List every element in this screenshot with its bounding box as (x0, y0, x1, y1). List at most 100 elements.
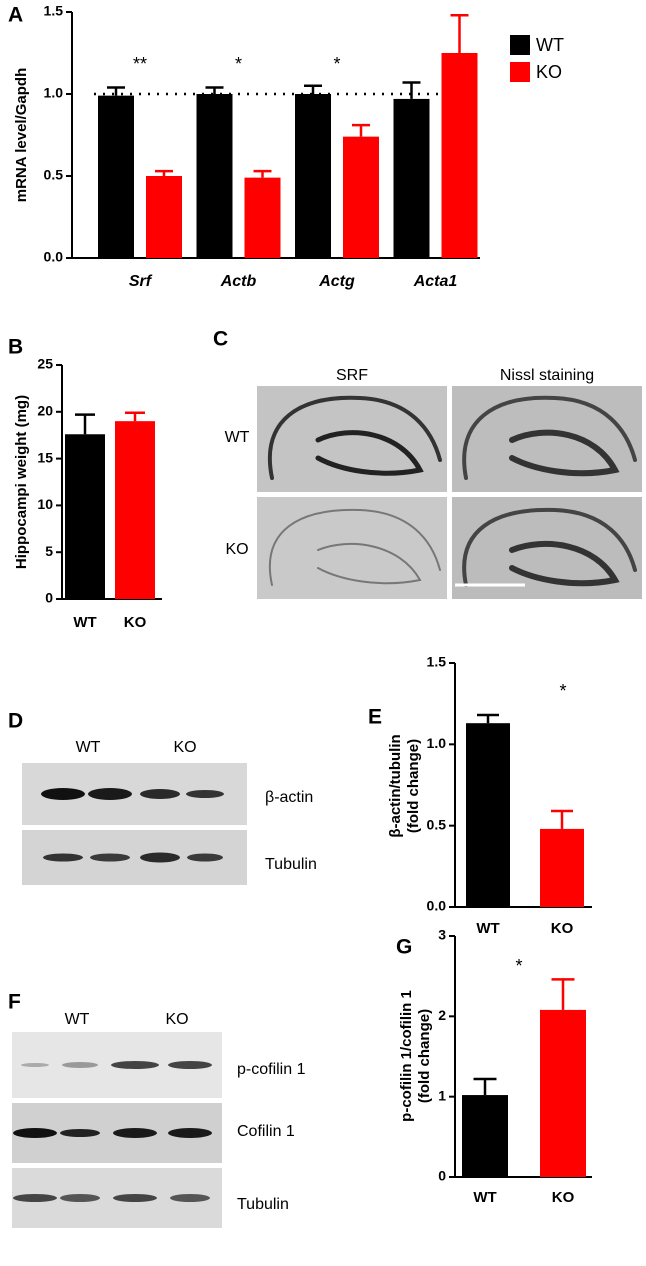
panel-letter: A (8, 4, 23, 27)
error-bar (450, 14, 469, 53)
bar (462, 1095, 508, 1177)
y-tick-label: 5 (45, 543, 53, 559)
error-bar (352, 123, 370, 137)
significance: ** (133, 54, 147, 74)
blot-band (168, 1061, 212, 1069)
y-axis-label: β-actin/tubulin (387, 734, 404, 837)
error-bar (125, 411, 145, 422)
blot-band (43, 853, 83, 862)
blot-band (170, 1194, 210, 1202)
error-bar (253, 169, 272, 178)
x-tick-label: WT (473, 1189, 496, 1206)
group-label: WT (76, 739, 101, 756)
x-tick-label: WT (476, 920, 499, 937)
blot-label: Tubulin (237, 1196, 289, 1213)
error-bar (473, 1077, 497, 1096)
group-label: KO (165, 1011, 188, 1028)
blot-band (13, 1194, 57, 1202)
significance: * (559, 681, 566, 701)
y-tick-label: 15 (37, 449, 53, 465)
y-tick-label: 0.0 (44, 249, 64, 265)
y-tick-label: 0 (438, 1168, 446, 1184)
x-tick-label: Acta1 (413, 273, 458, 290)
blot-band (13, 1128, 57, 1138)
y-tick-label: 1.5 (427, 654, 447, 670)
bar (196, 94, 233, 258)
group-label: KO (173, 739, 196, 756)
blot-band (88, 788, 132, 800)
error-bar (75, 413, 95, 435)
blot-band (140, 789, 180, 799)
significance: * (235, 54, 242, 74)
error-bar (107, 86, 125, 96)
x-tick-label: Srf (129, 273, 153, 290)
blot-band (186, 790, 224, 798)
error-bar (155, 169, 173, 176)
bar (244, 177, 281, 258)
y-tick-label: 25 (37, 356, 53, 372)
blot-label: Cofilin 1 (237, 1123, 295, 1140)
y-tick-label: 0.0 (427, 898, 447, 914)
error-bar (402, 81, 421, 99)
histology-images (257, 386, 642, 599)
blot-band (113, 1194, 157, 1202)
error-bar (304, 84, 322, 94)
error-bar (477, 713, 499, 724)
significance: * (333, 54, 340, 74)
blot-label: Tubulin (265, 856, 317, 873)
bar (441, 53, 478, 258)
y-tick-label: 1.5 (44, 3, 64, 19)
bar (146, 176, 182, 258)
x-tick-label: KO (124, 614, 147, 631)
y-tick-label: 0.5 (427, 816, 447, 832)
panel-letter: E (368, 706, 382, 729)
row-label: KO (225, 541, 248, 558)
blot-band (41, 788, 85, 800)
error-bar (551, 809, 573, 829)
row-label: WT (225, 429, 250, 446)
bar (540, 828, 584, 907)
y-axis-label: p-cofilin 1/cofilin 1 (398, 990, 415, 1122)
y-tick-label: 0.5 (44, 167, 64, 183)
legend-label: WT (536, 35, 564, 55)
panel-letter: C (213, 328, 228, 351)
column-label: Nissl staining (500, 367, 594, 384)
panel-letter: F (8, 991, 21, 1014)
x-tick-label: WT (73, 614, 96, 631)
y-axis-label: mRNA level/Gapdh (13, 68, 30, 202)
panel-letter: D (8, 710, 23, 733)
blot-band (60, 1129, 100, 1137)
x-tick-label: KO (551, 920, 574, 937)
significance: * (515, 956, 522, 976)
legend-swatch (510, 35, 530, 55)
y-tick-label: 1.0 (427, 735, 447, 751)
y-tick-label: 10 (37, 496, 53, 512)
x-tick-label: KO (552, 1189, 575, 1206)
blot-band (187, 853, 223, 862)
legend-swatch (510, 62, 530, 82)
bar (540, 1009, 586, 1177)
bar (65, 434, 105, 599)
error-bar (205, 86, 224, 94)
bar (295, 94, 331, 258)
panel-letter: B (8, 336, 23, 359)
y-axis-label: (fold change) (405, 739, 422, 833)
y-axis-label: Hippocampi weight (mg) (13, 395, 30, 569)
bar (115, 421, 155, 599)
bar (393, 98, 430, 258)
y-axis-label: (fold change) (416, 1009, 433, 1103)
y-tick-label: 3 (438, 927, 446, 943)
panel-letter: G (396, 936, 412, 959)
y-tick-label: 0 (45, 590, 53, 606)
blot-band (140, 852, 180, 863)
x-tick-label: Actb (220, 273, 257, 290)
x-tick-label: Actg (318, 273, 355, 290)
blot-band (62, 1062, 98, 1068)
y-tick-label: 1 (438, 1087, 446, 1103)
column-label: SRF (336, 367, 368, 384)
blot-band (113, 1128, 157, 1138)
blot-band (60, 1194, 100, 1202)
y-tick-label: 1.0 (44, 85, 64, 101)
group-label: WT (65, 1011, 90, 1028)
